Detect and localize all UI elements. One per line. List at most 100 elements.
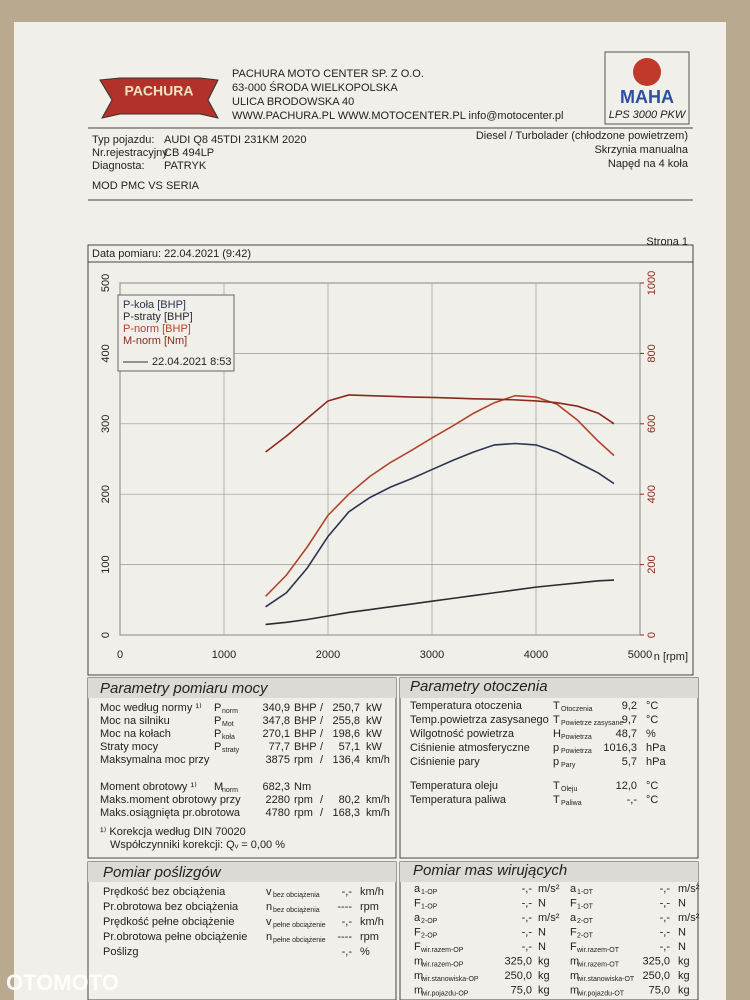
- x-tick-label: 3000: [420, 649, 444, 661]
- cell-value: -,-: [522, 897, 533, 909]
- mass-title-bg: [400, 862, 698, 882]
- cell-value: 75,0: [649, 984, 670, 996]
- vehicle-label: Typ pojazdu:: [92, 134, 154, 146]
- cell-sep: /: [320, 715, 324, 727]
- cell-label: Temperatura paliwa: [410, 794, 507, 806]
- cell-unit: hPa: [646, 756, 666, 768]
- cell-u1: BHP: [294, 715, 317, 727]
- x-tick-label: 5000: [628, 649, 652, 661]
- cell-value: -,-: [522, 941, 533, 953]
- cell-sub: 1-OP: [421, 903, 438, 910]
- cell-unit: m/s²: [538, 912, 560, 924]
- cell-sep: /: [320, 741, 324, 753]
- section-title: Parametry pomiaru mocy: [100, 680, 269, 697]
- cell-value: -,-: [660, 912, 671, 924]
- cell-sub: wir.razem-OP: [420, 947, 464, 954]
- cell-value: 48,7: [616, 728, 637, 740]
- cell-sym: P: [214, 741, 221, 753]
- cell-unit: N: [538, 897, 546, 909]
- company-line: PACHURA MOTO CENTER SP. Z O.O.: [232, 68, 424, 80]
- vehicle-info: Skrzynia manualna: [594, 144, 688, 156]
- cell-unit: kg: [678, 984, 690, 996]
- vehicle-label: Diagnosta:: [92, 160, 145, 172]
- cell-v1: 77,7: [269, 741, 290, 753]
- cell-sym: T: [553, 794, 560, 806]
- cell-v1: 2280: [266, 794, 290, 806]
- cell-v1: 3875: [266, 754, 290, 766]
- cell-sub: Mot: [222, 721, 234, 728]
- section-title: Pomiar mas wirujących: [413, 862, 567, 879]
- logo-badge: [99, 77, 219, 119]
- cell-sep: /: [320, 702, 324, 714]
- section-title: Pomiar poślizgów: [103, 864, 222, 881]
- cell-value: -,-: [660, 941, 671, 953]
- cell-sep: /: [320, 754, 324, 766]
- cell-sub: wir.razem-OP: [420, 961, 464, 968]
- cell-unit: kg: [538, 984, 550, 996]
- cell-unit: °C: [646, 700, 658, 712]
- cell-value: 250,0: [504, 970, 532, 982]
- cell-sym: m: [414, 970, 423, 982]
- cell-v2: 136,4: [332, 754, 360, 766]
- y2-tick-label: 200: [646, 555, 658, 573]
- maha-emblem: [633, 58, 661, 86]
- vehicle-label: Nr.rejestracyjny: [92, 147, 168, 159]
- cell-unit: km/h: [360, 916, 384, 928]
- series-line: [265, 394, 615, 453]
- cell-unit: N: [538, 926, 546, 938]
- cell-sub: koła: [222, 734, 235, 741]
- legend-entry: P-koła [BHP]: [123, 299, 186, 311]
- cell-v2: 250,7: [332, 702, 360, 714]
- cell-sub: norm: [222, 787, 238, 794]
- cell-sub: wir.stanowiska-OT: [576, 976, 635, 983]
- cell-label: Ciśnienie pary: [410, 756, 480, 768]
- cell-unit: m/s²: [678, 883, 700, 895]
- y-tick-label: 500: [100, 274, 112, 292]
- cell-value: -,-: [342, 916, 353, 928]
- y2-tick-label: 800: [646, 344, 658, 362]
- watermark: OTOMOTO: [6, 970, 119, 995]
- cell-label: Straty mocy: [100, 741, 159, 753]
- series-line: [265, 394, 615, 597]
- slip-title-bg: [88, 862, 396, 882]
- cell-v1: 340,9: [262, 702, 290, 714]
- cell-u2: km/h: [366, 807, 390, 819]
- cell-label: Moc na kołach: [100, 728, 171, 740]
- cell-sym: v: [266, 886, 272, 898]
- cell-sym: F: [414, 897, 421, 909]
- cell-u2: kW: [366, 702, 383, 714]
- y2-tick-label: 600: [646, 415, 658, 433]
- cell-value: -,-: [627, 794, 638, 806]
- cell-unit: N: [678, 926, 686, 938]
- cell-value: 1016,3: [603, 742, 637, 754]
- cell-u1: rpm: [294, 754, 313, 766]
- cell-sym: m: [570, 955, 579, 967]
- cell-value: -,-: [342, 886, 353, 898]
- cell-sym: n: [266, 931, 272, 943]
- maha-box: [604, 51, 690, 125]
- y-tick-label: 0: [100, 632, 112, 638]
- cell-sep: /: [320, 728, 324, 740]
- cell-value: -,-: [660, 897, 671, 909]
- cell-v1: 347,8: [262, 715, 290, 727]
- cell-u1: BHP: [294, 728, 317, 740]
- series-line: [265, 442, 615, 608]
- cell-sym: a: [414, 912, 421, 924]
- vehicle-value: PATRYK: [164, 160, 207, 172]
- cell-label: Temperatura oleju: [410, 780, 498, 792]
- cell-sub: Powietrza: [561, 748, 592, 755]
- cell-u1: Nm: [294, 781, 311, 793]
- cell-sub: 2-OP: [421, 918, 438, 925]
- cell-sub: Otoczenia: [561, 706, 593, 713]
- y-tick-label: 300: [100, 415, 112, 433]
- cell-label: Temp.powietrza zasysanego: [410, 714, 549, 726]
- cell-label: Poślizg: [103, 946, 138, 958]
- cell-sub: wir.stanowiska-OP: [420, 976, 479, 983]
- cell-sym: T: [553, 714, 560, 726]
- cell-u1: BHP: [294, 741, 317, 753]
- x-axis-label: n [rpm]: [654, 651, 688, 663]
- cell-u2: kW: [366, 741, 383, 753]
- cell-sym: F: [414, 941, 421, 953]
